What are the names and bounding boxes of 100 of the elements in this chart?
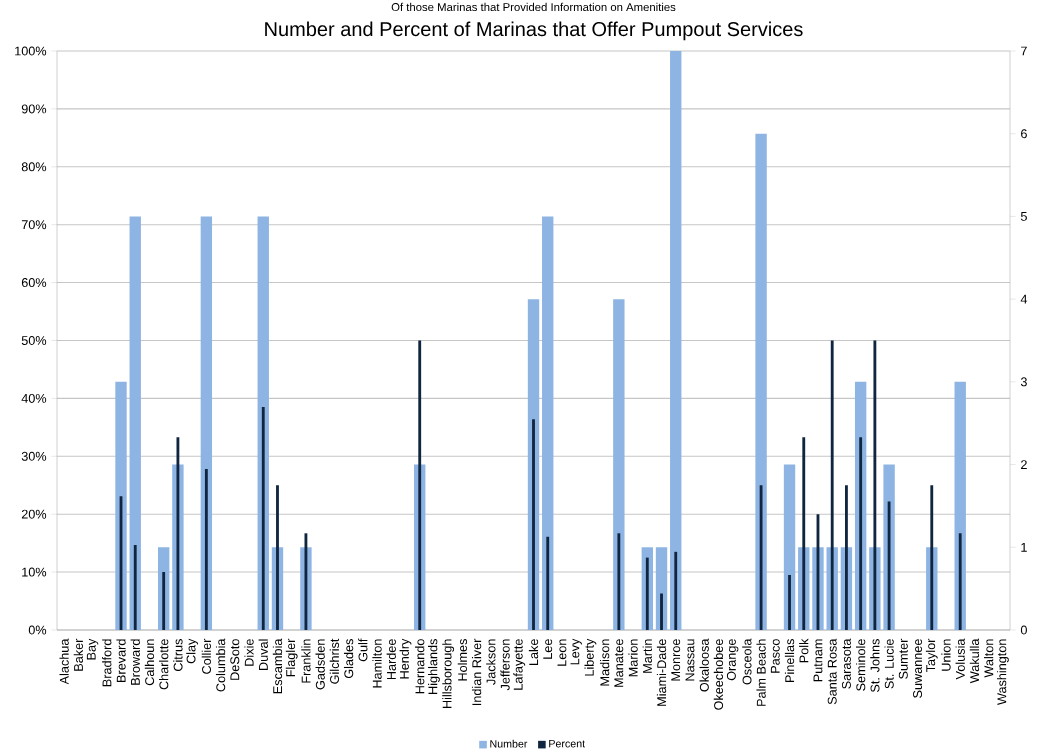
x-tick-label: Jefferson bbox=[500, 639, 510, 691]
x-tick-label: Hamilton bbox=[372, 639, 382, 688]
x-tick-label: Marion bbox=[628, 639, 638, 677]
x-tick-label: Hardee bbox=[386, 639, 396, 680]
x-tick-label: Pasco bbox=[770, 639, 780, 673]
x-tick-label: Gulf bbox=[358, 638, 368, 662]
x-tick-label: Okaloosa bbox=[699, 638, 709, 692]
x-tick-label: Bradford bbox=[102, 639, 112, 687]
x-tick-label: Polk bbox=[799, 638, 809, 663]
y2-tick-label: 4 bbox=[1020, 294, 1028, 304]
x-tick-label: Pinellas bbox=[784, 639, 795, 682]
x-tick-label: Glades bbox=[343, 639, 354, 679]
x-tick-label: Columbia bbox=[215, 638, 226, 692]
x-tick-label: St. Johns bbox=[870, 639, 880, 693]
bar bbox=[613, 299, 625, 630]
bar bbox=[133, 544, 137, 630]
bar bbox=[788, 574, 791, 630]
x-tick-label: Clay bbox=[186, 638, 199, 664]
x-tick-label: Orange bbox=[726, 639, 739, 681]
bar bbox=[670, 51, 682, 630]
chart-title: Number and Percent of Marinas that Offer Pumpout Services bbox=[265, 21, 803, 41]
x-tick-label: Monroe bbox=[671, 639, 681, 681]
x-tick-label: Escambia bbox=[272, 638, 283, 694]
x-tick-label: Union bbox=[941, 639, 951, 671]
x-tick-label: Madison bbox=[599, 639, 610, 686]
x-tick-label: DeSoto bbox=[230, 639, 240, 680]
y-tick-label: 0% bbox=[28, 625, 47, 635]
bar bbox=[845, 485, 848, 630]
x-tick-label: Broward bbox=[130, 639, 140, 685]
x-tick-label: Putnam bbox=[813, 639, 823, 682]
x-tick-label: Franklin bbox=[301, 639, 311, 683]
x-tick-label: Hendry bbox=[399, 638, 412, 679]
y2-tick-label: 3 bbox=[1020, 377, 1027, 387]
x-tick-label: Washington bbox=[996, 639, 1009, 705]
x-tick-label: Okeechobee bbox=[713, 639, 724, 710]
x-tick-label: Baker bbox=[73, 638, 83, 671]
bar bbox=[755, 133, 767, 630]
x-tick-label: Wakulla bbox=[969, 638, 980, 684]
x-tick-label: Flagler bbox=[285, 638, 298, 677]
x-tick-label: Levy bbox=[570, 638, 582, 665]
bar bbox=[759, 485, 763, 630]
y2-tick-label: 5 bbox=[1020, 212, 1027, 221]
bar bbox=[129, 216, 141, 630]
x-tick-label: Duval bbox=[258, 639, 268, 670]
x-tick-label: Gilchrist bbox=[329, 638, 340, 684]
y-tick-label: 50% bbox=[21, 336, 47, 345]
x-tick-label: Jackson bbox=[486, 639, 496, 685]
bar bbox=[204, 469, 208, 630]
y2-tick-label: 6 bbox=[1021, 129, 1027, 139]
bar bbox=[546, 536, 550, 630]
x-tick-label: Collier bbox=[201, 638, 212, 674]
x-tick-label: Manatee bbox=[614, 639, 624, 687]
y-tick-label: 30% bbox=[21, 451, 47, 461]
y-tick-label: 20% bbox=[21, 509, 47, 519]
x-tick-label: Osceola bbox=[742, 638, 752, 685]
x-tick-label: Gadsden bbox=[315, 639, 325, 690]
x-tick-label: Highlands bbox=[428, 639, 440, 694]
bar bbox=[276, 485, 279, 630]
x-tick-label: Charlotte bbox=[159, 639, 169, 690]
x-tick-label: Lee bbox=[543, 639, 553, 659]
y2-tick-label: 2 bbox=[1021, 460, 1027, 469]
y-tick-label: 100% bbox=[15, 46, 47, 56]
x-tick-label: Citrus bbox=[173, 639, 183, 672]
x-tick-label: Taylor bbox=[925, 638, 938, 673]
x-tick-label: Dixie bbox=[244, 639, 254, 666]
x-tick-label: Leon bbox=[557, 639, 567, 666]
x-tick-label: Miami-Dade bbox=[656, 639, 667, 706]
y-tick-label: 40% bbox=[21, 393, 47, 403]
x-tick-label: Hillsborough bbox=[442, 639, 455, 708]
x-tick-label: Alachua bbox=[59, 638, 69, 685]
bar bbox=[958, 533, 962, 630]
x-tick-label: Walton bbox=[984, 639, 994, 678]
bar bbox=[261, 407, 265, 630]
x-tick-label: Palm Beach bbox=[756, 639, 766, 706]
legend-label: Percent bbox=[549, 739, 586, 748]
legend-label: Number bbox=[490, 739, 528, 748]
bar bbox=[162, 572, 166, 630]
y-tick-label: 10% bbox=[22, 567, 47, 577]
x-tick-label: Suwannee bbox=[913, 639, 923, 698]
bar bbox=[617, 533, 621, 630]
x-tick-label: Lafayette bbox=[513, 639, 526, 690]
x-tick-label: Brevard bbox=[116, 639, 126, 682]
x-tick-label: Santa Rosa bbox=[827, 638, 837, 705]
x-tick-label: Seminole bbox=[856, 639, 866, 691]
x-tick-label: Holmes bbox=[457, 639, 468, 681]
bar bbox=[542, 216, 554, 630]
bar bbox=[660, 593, 663, 630]
x-tick-label: Hernando bbox=[415, 639, 425, 694]
bar bbox=[954, 381, 966, 630]
x-tick-label: Indian River bbox=[471, 638, 482, 706]
chart-subtitle: Of those Marinas that Provided Information on Amenities bbox=[391, 2, 676, 12]
y-tick-label: 70% bbox=[21, 220, 47, 230]
x-tick-label: Calhoun bbox=[144, 639, 155, 686]
x-tick-label: St. Lucie bbox=[884, 639, 894, 689]
y2-tick-label: 7 bbox=[1021, 46, 1027, 56]
x-tick-label: Liberty bbox=[584, 638, 597, 676]
y2-tick-label: 1 bbox=[1021, 542, 1027, 552]
x-tick-label: Nassau bbox=[685, 639, 695, 681]
x-tick-label: Martin bbox=[642, 639, 652, 673]
bar bbox=[674, 551, 678, 630]
